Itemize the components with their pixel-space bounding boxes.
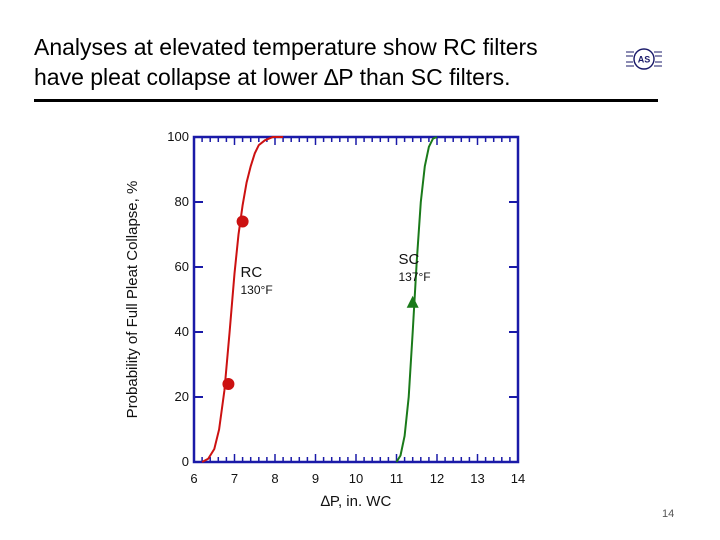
slide-title-line-2: have pleat collapse at lower ∆P than SC …: [34, 64, 511, 90]
slide-title: Analyses at elevated temperature show RC…: [34, 32, 634, 92]
x-tick-label: 11: [390, 471, 404, 486]
y-tick-label: 80: [175, 194, 189, 209]
x-tick-label: 14: [511, 471, 525, 486]
series-rc-temperature: 130°F: [241, 283, 273, 297]
series-sc-label: SC: [398, 251, 419, 268]
chart-axes: [192, 135, 520, 464]
y-axis-label: Probability of Full Pleat Collapse, %: [124, 181, 141, 419]
series-sc-line: [395, 136, 438, 463]
chart-ticks: [194, 137, 518, 462]
slide-number: 14: [662, 508, 675, 520]
x-tick-label: 9: [312, 471, 319, 486]
y-tick-label: 20: [175, 389, 189, 404]
series-sc-point: [406, 295, 419, 308]
y-tick-label: 0: [182, 454, 189, 469]
y-tick-label: 60: [175, 259, 189, 274]
x-tick-label: 12: [430, 471, 444, 486]
series-rc-point: [236, 215, 249, 228]
series-rc-label: RC: [241, 264, 263, 281]
series-rc-line: [201, 136, 284, 463]
y-tick-label: 100: [167, 129, 189, 144]
x-tick-label: 8: [271, 471, 278, 486]
x-tick-label: 7: [231, 471, 238, 486]
y-tick-label: 40: [175, 324, 189, 339]
as-logo-icon: AS: [626, 48, 662, 70]
title-divider: [34, 99, 658, 102]
x-tick-label: 6: [190, 471, 197, 486]
series-rc-point: [222, 378, 235, 390]
chart-labels: 6 7 8 9 10 11 12 13 14 0 20 40 60 80 100 ∆P, in. WC Prob…: [124, 129, 525, 510]
x-axis-label: ∆P, in. WC: [321, 493, 392, 510]
slide-title-line-1: Analyses at elevated temperature show RC…: [34, 34, 538, 60]
x-tick-label: 13: [470, 471, 484, 486]
plot-frame: [192, 135, 520, 464]
chart-series: [201, 136, 438, 463]
series-sc-temperature: 137°F: [398, 270, 430, 284]
x-tick-label: 10: [349, 471, 363, 486]
logo-text: AS: [638, 55, 651, 65]
